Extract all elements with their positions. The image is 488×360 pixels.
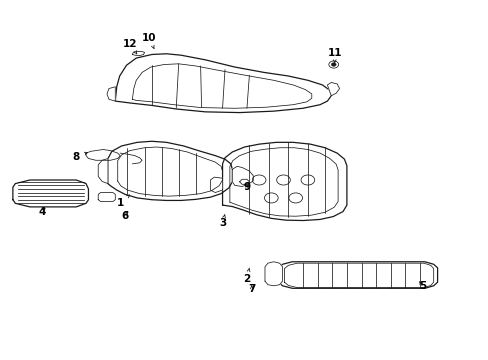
Polygon shape (86, 149, 120, 160)
Polygon shape (132, 51, 144, 55)
Text: 11: 11 (327, 48, 341, 63)
Text: 9: 9 (243, 182, 250, 192)
Polygon shape (210, 177, 222, 193)
Polygon shape (115, 54, 330, 113)
Polygon shape (98, 158, 108, 184)
Text: 10: 10 (142, 33, 156, 49)
Text: 7: 7 (247, 284, 255, 294)
Text: 4: 4 (39, 207, 46, 217)
Text: 1: 1 (116, 195, 129, 208)
Text: 8: 8 (73, 152, 87, 162)
Circle shape (330, 63, 335, 66)
Text: 3: 3 (219, 215, 226, 228)
Polygon shape (264, 262, 282, 286)
Polygon shape (278, 262, 437, 288)
Polygon shape (232, 166, 253, 186)
Text: 12: 12 (122, 39, 137, 54)
Text: 2: 2 (243, 268, 250, 284)
Text: 6: 6 (121, 211, 128, 221)
Polygon shape (108, 141, 232, 201)
Polygon shape (239, 179, 249, 184)
Text: 5: 5 (418, 281, 425, 291)
Polygon shape (107, 87, 115, 101)
Polygon shape (13, 180, 88, 207)
Polygon shape (327, 82, 339, 96)
Polygon shape (222, 142, 346, 221)
Polygon shape (98, 193, 115, 202)
